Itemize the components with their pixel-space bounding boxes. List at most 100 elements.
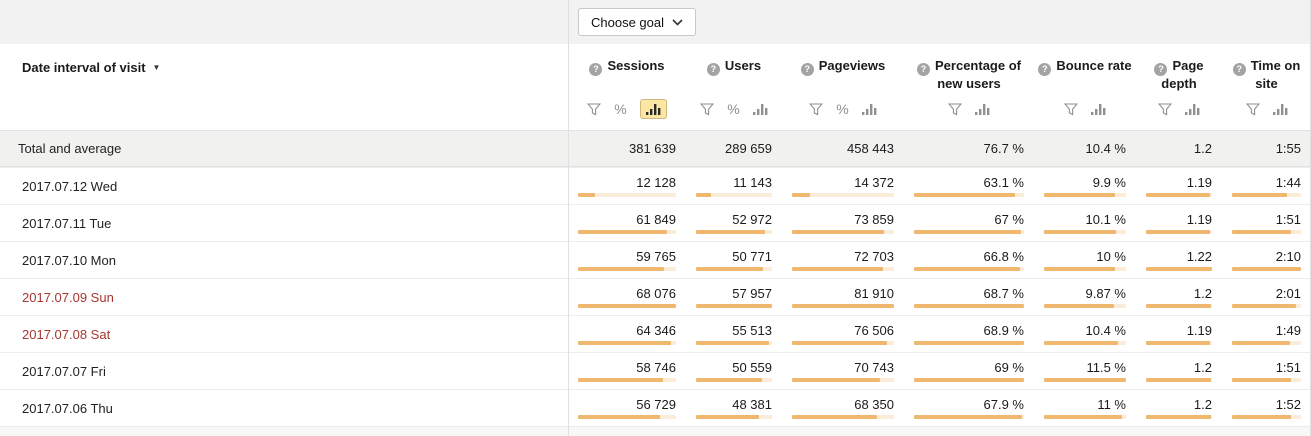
cell-value: 10.1 %: [1085, 212, 1126, 227]
cell-value: 1.2: [1193, 397, 1212, 412]
bar-chart-icon[interactable]: [639, 99, 667, 119]
filter-icon[interactable]: [700, 102, 715, 116]
sort-caret-icon: ▼: [152, 63, 161, 72]
users-cell: 57 957: [686, 279, 782, 315]
cell-value: 9.87 %: [1085, 286, 1126, 301]
filter-icon[interactable]: [1064, 102, 1078, 116]
cell-value: 10 %: [1096, 249, 1126, 264]
column-header-bounce-rate: Bounce rate: [1034, 44, 1136, 130]
column-tools: %: [587, 98, 667, 120]
filter-icon[interactable]: [809, 102, 824, 116]
value-bar-fill: [792, 230, 884, 234]
value-bar-track: [696, 230, 772, 234]
help-icon[interactable]: [589, 63, 603, 76]
percent-icon[interactable]: %: [614, 101, 627, 117]
value-bar-fill: [578, 415, 660, 419]
help-icon[interactable]: [800, 63, 814, 76]
time-cell: 2:01: [1222, 279, 1311, 315]
value-bar-fill: [1232, 267, 1301, 271]
total-pageviews: 458 443: [847, 141, 894, 156]
column-header-pageviews: Pageviews %: [782, 44, 904, 130]
percent-icon[interactable]: %: [836, 101, 849, 117]
value-bar-track: [1232, 415, 1301, 419]
value-bar-track: [1044, 415, 1126, 419]
column-tools: %: [809, 98, 877, 120]
value-bar-fill: [792, 415, 878, 419]
help-icon[interactable]: [1232, 63, 1246, 76]
column-tools: %: [700, 98, 768, 120]
bar-chart-icon[interactable]: [1091, 103, 1106, 115]
time-cell: 1:52: [1222, 390, 1311, 426]
value-bar-track: [792, 415, 894, 419]
filter-icon[interactable]: [948, 102, 962, 116]
time-cell: 1:44: [1222, 168, 1311, 204]
cell-value: 1.19: [1186, 323, 1212, 338]
value-bar-fill: [578, 230, 668, 234]
value-bar-fill: [1232, 415, 1292, 419]
value-bar-fill: [914, 341, 1024, 345]
value-bar-fill: [578, 378, 663, 382]
bounce-cell: 11 %: [1034, 390, 1136, 426]
column-header-time-on-site: Time on site: [1222, 44, 1311, 130]
cell-value: 1.2: [1193, 286, 1212, 301]
bar-chart-icon[interactable]: [861, 103, 877, 115]
date-interval-header[interactable]: Date interval of visit ▼: [0, 44, 568, 130]
cell-value: 72 703: [854, 249, 894, 264]
cell-value: 50 559: [732, 360, 772, 375]
column-header-users: Users %: [686, 44, 782, 130]
value-bar-track: [1232, 230, 1301, 234]
help-icon[interactable]: [1038, 63, 1052, 76]
cell-value: 1.22: [1186, 249, 1212, 264]
bar-chart-icon[interactable]: [752, 103, 768, 115]
depth-cell: 1.2: [1136, 279, 1222, 315]
value-bar-track: [1146, 267, 1212, 271]
value-bar-fill: [792, 341, 888, 345]
column-tools: [1245, 98, 1288, 120]
depth-cell: 1.19: [1136, 316, 1222, 352]
table-row: 2017.07.10 Mon 59 765 50 771 72 703 66.8 % 10…: [0, 241, 1311, 278]
date-cell: 2017.07.07 Fri: [22, 363, 106, 379]
value-bar-track: [914, 230, 1024, 234]
value-bar-track: [1232, 193, 1301, 197]
cell-value: 1.19: [1186, 212, 1212, 227]
value-bar-fill: [914, 267, 1021, 271]
cell-value: 14 372: [854, 175, 894, 190]
total-page-depth: 1.2: [1193, 141, 1212, 156]
filter-icon[interactable]: [1158, 102, 1172, 116]
pct_new-cell: 66.8 %: [904, 242, 1034, 278]
cell-value: 1.19: [1186, 175, 1212, 190]
value-bar-track: [1146, 341, 1212, 345]
value-bar-track: [792, 267, 894, 271]
filter-icon[interactable]: [587, 102, 602, 116]
table-row: 2017.07.07 Fri 58 746 50 559 70 743 69 % 11.5…: [0, 352, 1311, 389]
total-row-label: Total and average: [18, 141, 122, 156]
value-bar-track: [696, 341, 772, 345]
pageviews-cell: 14 372: [782, 168, 904, 204]
value-bar-fill: [914, 230, 1021, 234]
choose-goal-dropdown[interactable]: Choose goal: [578, 8, 696, 36]
cell-value: 68 350: [854, 397, 894, 412]
pct_new-cell: 67.9 %: [904, 390, 1034, 426]
date-cell: 2017.07.08 Sat: [22, 326, 111, 342]
bounce-cell: 10 %: [1034, 242, 1136, 278]
percent-icon[interactable]: %: [727, 101, 740, 117]
cell-value: 57 957: [732, 286, 772, 301]
value-bar-track: [792, 341, 894, 345]
help-icon[interactable]: [917, 63, 930, 76]
value-bar-track: [696, 193, 772, 197]
help-icon[interactable]: [706, 63, 720, 76]
bar-chart-icon[interactable]: [1185, 103, 1200, 115]
users-cell: 50 559: [686, 353, 782, 389]
bar-chart-icon[interactable]: [975, 103, 990, 115]
filter-icon[interactable]: [1245, 102, 1260, 116]
value-bar-fill: [696, 415, 760, 419]
column-tools: [1158, 98, 1200, 120]
value-bar-fill: [1232, 304, 1297, 308]
value-bar-track: [578, 230, 676, 234]
total-sessions: 381 639: [629, 141, 676, 156]
bar-chart-icon[interactable]: [1272, 103, 1288, 115]
value-bar-fill: [792, 304, 894, 308]
help-icon[interactable]: [1154, 63, 1168, 76]
cell-value: 2:10: [1275, 249, 1301, 264]
